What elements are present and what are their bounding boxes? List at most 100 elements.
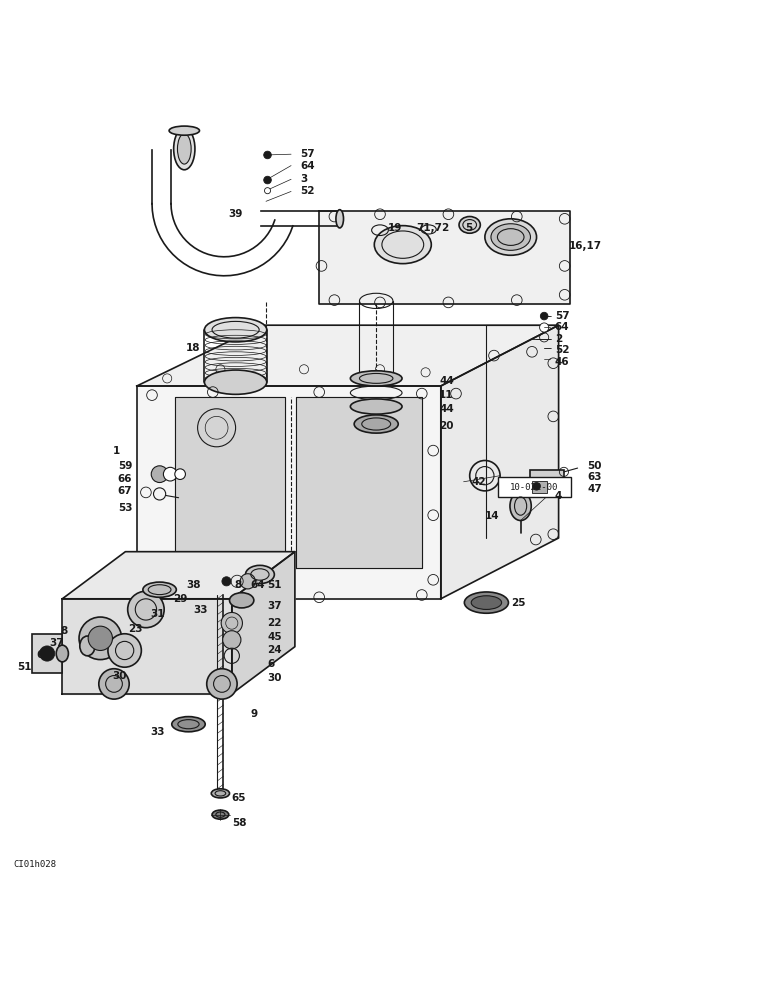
Text: 33: 33 [150,727,165,737]
Ellipse shape [172,717,205,732]
Ellipse shape [350,399,402,414]
Text: 30: 30 [112,671,127,681]
Polygon shape [137,325,559,386]
Text: 9: 9 [251,709,258,719]
Text: 33: 33 [194,605,208,615]
Text: 6: 6 [268,659,275,669]
Text: 53: 53 [118,503,132,513]
Text: 63: 63 [587,472,602,482]
Circle shape [240,574,255,589]
Ellipse shape [230,593,254,608]
Polygon shape [175,397,285,568]
Text: 64: 64 [251,580,265,590]
Circle shape [264,151,271,159]
Ellipse shape [245,565,274,584]
Text: 52: 52 [300,186,315,196]
Text: 25: 25 [511,598,525,608]
Text: 57: 57 [555,311,569,321]
Text: 51: 51 [17,662,31,672]
Circle shape [99,669,129,699]
Circle shape [221,612,242,634]
Text: 11: 11 [439,390,454,400]
Ellipse shape [212,810,229,819]
Text: 16,17: 16,17 [568,241,602,251]
Text: 5: 5 [465,223,473,233]
Text: 38: 38 [186,580,201,590]
Text: 1: 1 [112,446,120,456]
Ellipse shape [177,134,192,164]
Text: 64: 64 [36,650,51,660]
Ellipse shape [211,789,230,798]
Circle shape [540,323,549,332]
Polygon shape [62,552,295,599]
Polygon shape [137,386,441,599]
Ellipse shape [350,371,402,386]
Text: 64: 64 [300,161,315,171]
Circle shape [540,312,548,320]
Circle shape [223,631,241,649]
Ellipse shape [459,217,480,233]
Ellipse shape [491,224,530,250]
Ellipse shape [56,645,68,662]
Text: 23: 23 [128,624,142,634]
Text: 3: 3 [300,174,308,184]
Ellipse shape [143,582,176,597]
Text: CI01h028: CI01h028 [14,860,57,869]
Text: 67: 67 [118,486,132,496]
Ellipse shape [485,219,537,255]
Text: 57: 57 [300,149,315,159]
Polygon shape [319,211,570,304]
Polygon shape [232,552,295,694]
Ellipse shape [464,592,508,613]
Text: 66: 66 [118,474,132,484]
FancyBboxPatch shape [498,477,571,497]
Text: 46: 46 [555,357,569,367]
Ellipse shape [336,210,344,228]
Ellipse shape [471,596,502,609]
Circle shape [79,617,122,660]
Text: 71,72: 71,72 [416,223,450,233]
Ellipse shape [204,370,267,394]
Ellipse shape [374,226,432,264]
Polygon shape [296,397,422,568]
Circle shape [264,176,271,184]
Text: 29: 29 [173,594,188,604]
Circle shape [533,483,540,490]
Ellipse shape [169,126,199,135]
Text: 30: 30 [268,673,282,683]
Text: 52: 52 [555,345,569,355]
Text: 47: 47 [587,484,602,494]
Text: 51: 51 [268,580,282,590]
Text: 20: 20 [439,421,454,431]
Text: 4: 4 [555,491,562,501]
Ellipse shape [173,128,195,170]
Circle shape [222,577,231,586]
Text: 37: 37 [49,638,64,648]
Text: 59: 59 [118,461,132,471]
Text: 8: 8 [234,580,242,590]
Text: 39: 39 [228,209,242,219]
Text: 2: 2 [555,334,562,344]
Text: 8: 8 [61,626,68,636]
Circle shape [151,466,168,483]
Text: 19: 19 [388,223,402,233]
Bar [532,481,547,493]
Text: 65: 65 [232,793,246,803]
Text: 22: 22 [268,618,282,628]
Text: 14: 14 [485,511,499,521]
Text: 18: 18 [186,343,201,353]
Circle shape [108,634,141,667]
Ellipse shape [204,318,267,342]
Text: 31: 31 [150,609,165,619]
Text: 64: 64 [555,322,569,332]
Polygon shape [62,599,232,694]
Text: 44: 44 [439,404,454,414]
Text: 24: 24 [268,645,282,655]
Text: 42: 42 [471,477,486,487]
Circle shape [128,591,164,628]
Ellipse shape [510,492,531,521]
Text: 10-022-00: 10-022-00 [510,483,559,492]
Text: 58: 58 [232,818,246,828]
Ellipse shape [354,415,398,433]
Text: 37: 37 [268,601,282,611]
